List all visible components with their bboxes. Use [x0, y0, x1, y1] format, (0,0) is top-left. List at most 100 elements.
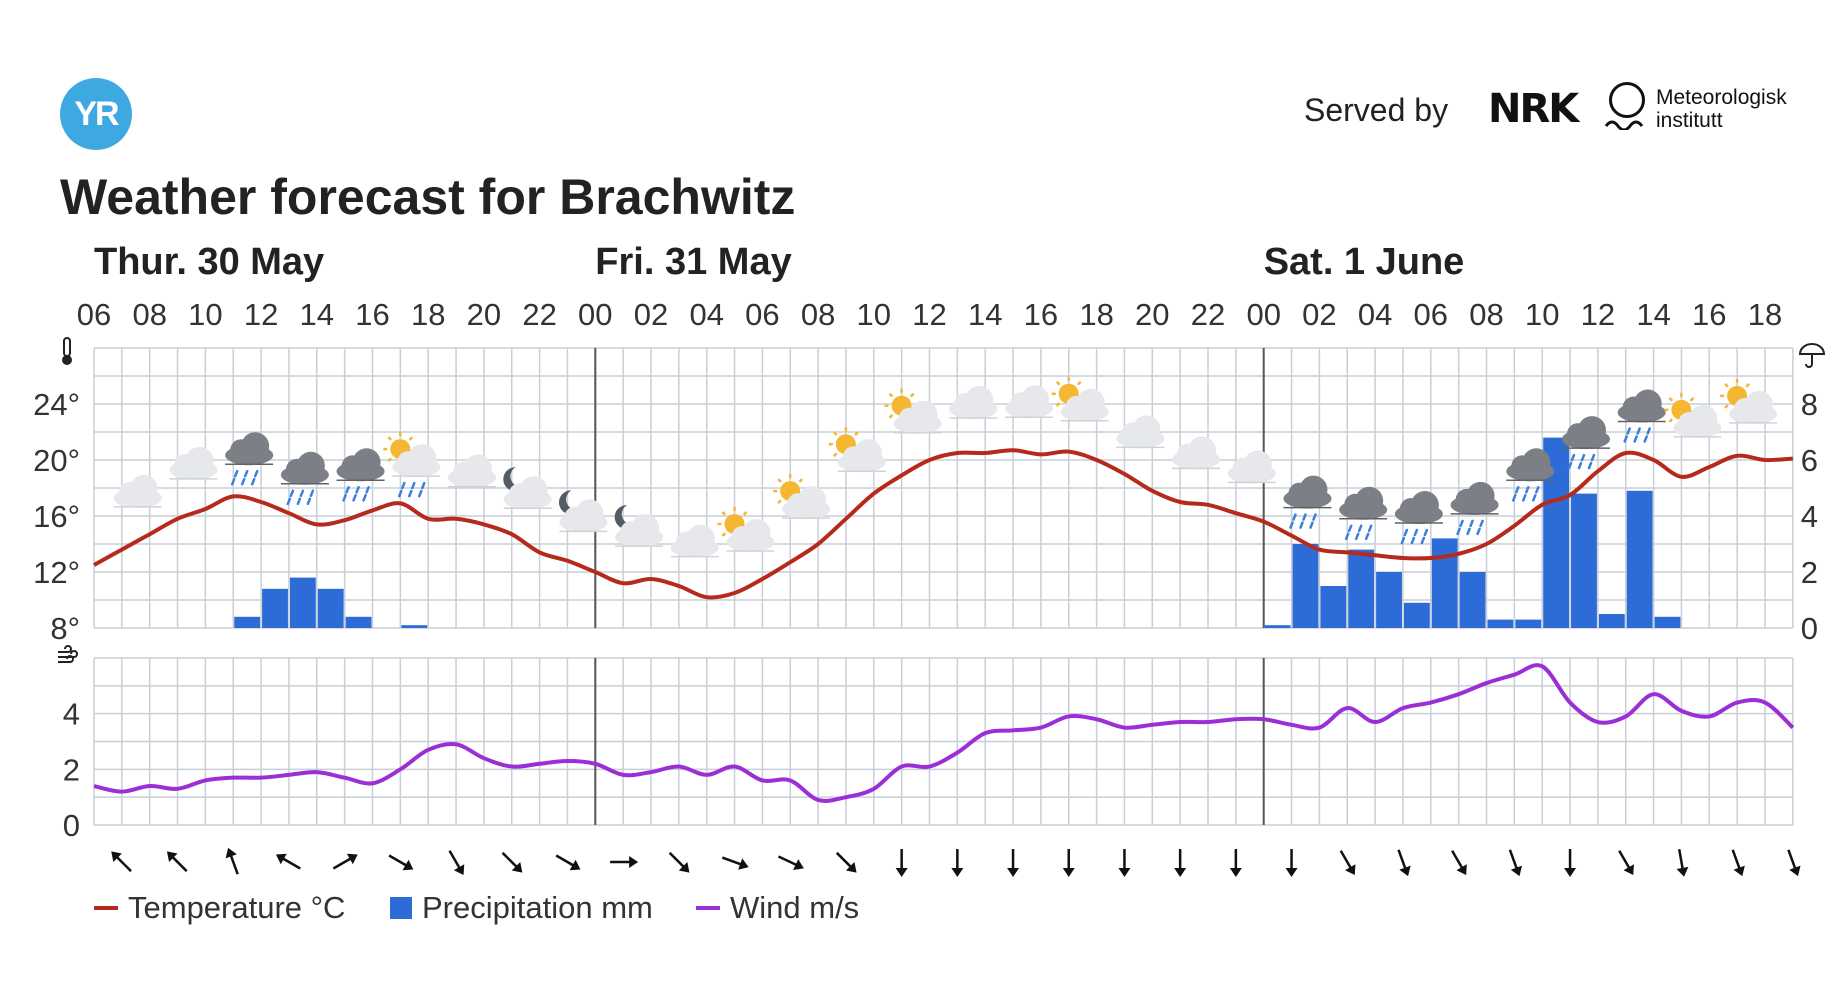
hour-tick-label: 16 — [1692, 297, 1726, 332]
hour-tick-label: 14 — [1636, 297, 1670, 332]
legend-temperature-swatch — [94, 906, 118, 910]
wind-arrow-icon — [721, 856, 749, 870]
wind-arrow-head — [111, 851, 122, 862]
legend-wind-swatch — [696, 906, 720, 910]
rain-icon — [280, 451, 329, 506]
page-title: Weather forecast for Brachwitz — [60, 169, 796, 225]
cloud-part — [1522, 448, 1551, 477]
hour-tick-label: 14 — [300, 297, 334, 332]
moon-part — [503, 467, 526, 492]
precipitation-bar — [1403, 602, 1430, 628]
wind-stroke — [58, 655, 74, 663]
rain-drop — [342, 494, 347, 502]
cloud-part — [631, 514, 660, 543]
rain-drop — [1623, 435, 1628, 443]
wind-arrow-head — [1733, 865, 1745, 877]
met-logo-text[interactable]: Meteorologisk institutt — [1656, 86, 1787, 132]
cloud-part — [1410, 491, 1439, 519]
precipitation-bar — [1515, 619, 1542, 628]
wind-arrow-head — [738, 858, 749, 870]
wind-arrow-icon — [1731, 849, 1745, 877]
wind-arrow-head — [225, 847, 237, 859]
cloud-part — [129, 474, 158, 503]
precipitation-bar — [1626, 490, 1653, 628]
sun-ray — [1724, 404, 1729, 409]
precipitation-bar — [317, 588, 344, 628]
wind-arrow-head — [346, 853, 358, 865]
rain-drop — [362, 494, 367, 502]
wind-arrow-icon — [1676, 848, 1689, 877]
hour-tick-label: 02 — [1302, 297, 1336, 332]
rain-drop — [1292, 513, 1297, 521]
cloud-part — [1132, 415, 1161, 444]
partly-cloudy-sun-icon — [884, 388, 942, 434]
cloudy-icon — [113, 474, 162, 508]
hour-tick-label: 12 — [244, 297, 278, 332]
wind-arrow-head — [895, 868, 908, 877]
day-label: Sat. 1 June — [1264, 241, 1465, 283]
umbrella-handle — [1805, 354, 1813, 368]
temperature-series — [93, 448, 1793, 600]
met-logo-line1: Meteorologisk — [1656, 86, 1787, 109]
rain-drop — [1570, 453, 1576, 462]
rain-drop — [1577, 461, 1583, 470]
wind-arrow-head — [1285, 868, 1298, 877]
sun-ray — [1689, 396, 1695, 402]
rain-icon — [1506, 448, 1555, 502]
rain-drop — [1466, 527, 1471, 536]
precipitation-bar — [1348, 549, 1375, 628]
cloud-part — [1577, 416, 1606, 445]
rain-drop — [398, 489, 403, 498]
wind-arrow-head — [275, 853, 287, 865]
cloud-part — [519, 476, 548, 505]
rain-drop — [1302, 513, 1307, 521]
wind-arrow-head — [1623, 864, 1634, 875]
wind-arrow-head — [1174, 868, 1187, 877]
wind-arrow-icon — [668, 851, 690, 873]
wind-arrow-head — [166, 851, 178, 862]
rain-drop — [250, 477, 256, 486]
sun-ray — [832, 431, 838, 436]
partly-cloudy-sun-rain-icon — [383, 432, 441, 498]
wind-arrow-icon — [1451, 850, 1467, 875]
wind-arrow-icon — [275, 853, 301, 870]
wind-arrow-head — [1456, 864, 1467, 875]
precipitation-tick-label: 4 — [1801, 499, 1818, 534]
legend-wind: Wind m/s — [696, 890, 859, 926]
cloud-part — [463, 454, 492, 483]
cloud-part — [1355, 486, 1384, 515]
sun-ray — [1668, 396, 1674, 402]
sun-ray — [721, 511, 727, 516]
precipitation-tick-label: 0 — [1801, 611, 1818, 646]
wind-arrow-head — [1345, 864, 1356, 875]
sun-ray — [909, 392, 915, 398]
rain-icon — [336, 448, 385, 502]
yr-logo[interactable]: YR — [60, 78, 132, 150]
wind-arrow-icon — [501, 851, 523, 873]
partly-cloudy-sun-icon — [828, 427, 886, 473]
cloud-part — [575, 499, 604, 528]
nrk-logo[interactable]: NRK — [1488, 86, 1579, 132]
cloud-part — [1745, 390, 1774, 419]
sun-ray — [1668, 418, 1674, 423]
wind-arrow-icon — [166, 851, 188, 873]
wind-arrow-icon — [1339, 850, 1356, 875]
rain-drop — [1299, 521, 1304, 529]
rain-drop — [421, 481, 426, 490]
wind-arrow-icon — [225, 847, 239, 875]
served-by-text: Served by — [1304, 92, 1449, 128]
wind-arrow-icon — [895, 849, 908, 877]
sun-ray — [798, 478, 804, 483]
sun-ray — [387, 457, 392, 463]
hour-tick-label: 04 — [689, 297, 723, 332]
rain-drop — [1309, 521, 1314, 529]
hour-tick-label: 00 — [578, 297, 612, 332]
precipitation-tick-label: 2 — [1801, 555, 1818, 590]
cloud-part — [853, 439, 882, 468]
rain-drop — [1532, 494, 1537, 502]
cloudy-icon — [1227, 450, 1276, 484]
wind-arrow-icon — [448, 850, 465, 875]
legend-precipitation-swatch — [390, 897, 412, 919]
temperature-tick-label: 12° — [33, 555, 80, 590]
